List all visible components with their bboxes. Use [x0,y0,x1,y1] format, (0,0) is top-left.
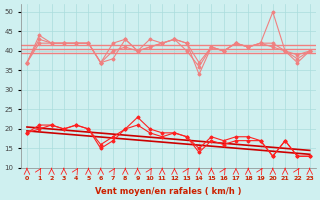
X-axis label: Vent moyen/en rafales ( km/h ): Vent moyen/en rafales ( km/h ) [95,187,242,196]
